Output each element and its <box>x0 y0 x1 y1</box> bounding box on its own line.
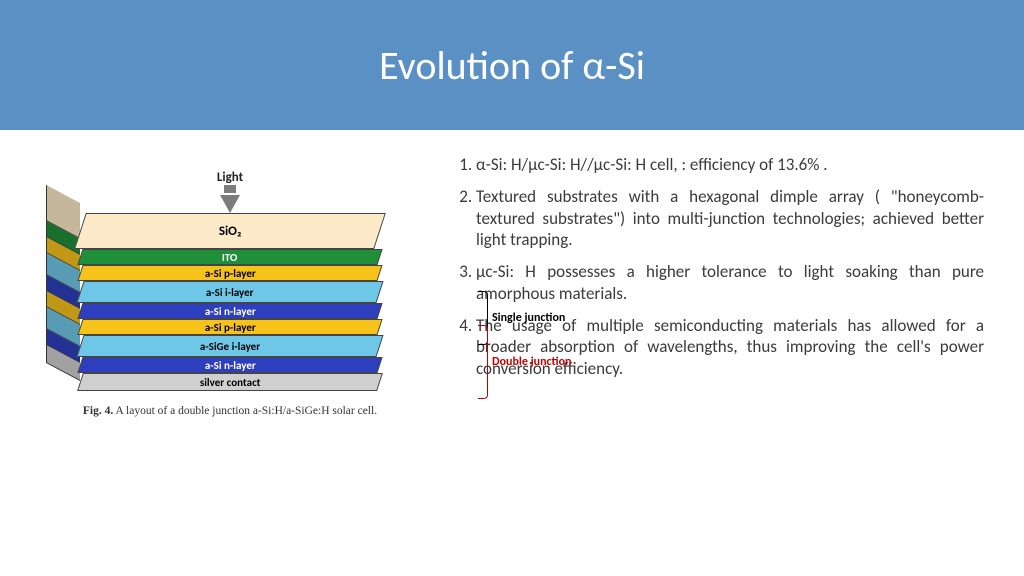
bullet-item: α-Si: H/μc-Si: H//μc-Si: H cell, : effic… <box>476 154 984 176</box>
diagram-layer: a-Si p-layer <box>77 265 382 281</box>
bracket-shape-icon <box>478 325 488 399</box>
layer-label: ITO <box>222 251 238 264</box>
diagram-layer: a-Si n-layer <box>77 357 382 373</box>
light-label: Light <box>50 170 410 185</box>
layer-label: a-SiGe i-layer <box>200 340 260 353</box>
diagram-column: Light Single junction Double junction <box>40 150 420 417</box>
double-junction-label: Double junction <box>492 355 571 369</box>
bullet-item: Textured substrates with a hexagonal dim… <box>476 186 984 251</box>
light-arrow-icon <box>224 185 236 193</box>
layer-label: a-Si n-layer <box>205 305 256 318</box>
layer-label: a-Si p-layer <box>205 267 256 280</box>
diagram-layer: silver contact <box>77 373 383 391</box>
single-junction-label: Single junction <box>492 311 565 325</box>
title-bar: Evolution of α-Si <box>0 0 1024 130</box>
content-area: Light Single junction Double junction <box>0 130 1024 417</box>
layer-label: a-Si p-layer <box>205 321 256 334</box>
layer-label: SiO₂ <box>219 224 242 239</box>
caption-prefix: Fig. 4. <box>83 405 113 417</box>
diagram-layer: a-SiGe i-layer <box>76 335 383 357</box>
layer-label: a-Si i-layer <box>206 286 254 299</box>
double-junction-bracket: Double junction <box>478 325 571 399</box>
solar-cell-diagram: Light Single junction Double junction <box>50 170 410 417</box>
diagram-layer: a-Si n-layer <box>77 303 382 319</box>
diagram-layer: a-Si p-layer <box>77 319 382 335</box>
layer-stack: Single junction Double junction SiO₂ITOa… <box>80 213 380 391</box>
slide-title: Evolution of α-Si <box>379 41 645 90</box>
diagram-layer: SiO₂ <box>74 213 386 249</box>
stack-side-face <box>46 185 80 381</box>
diagram-layer: ITO <box>77 249 382 265</box>
diagram-layer: a-Si i-layer <box>76 281 383 303</box>
slide: Evolution of α-Si Light Single junction <box>0 0 1024 576</box>
caption-text: A layout of a double junction a-Si:H/a-S… <box>113 405 377 417</box>
layer-label: silver contact <box>200 376 261 389</box>
light-arrowhead-icon <box>220 195 240 213</box>
layer-label: a-Si n-layer <box>205 359 256 372</box>
figure-caption: Fig. 4. A layout of a double junction a-… <box>50 405 410 417</box>
